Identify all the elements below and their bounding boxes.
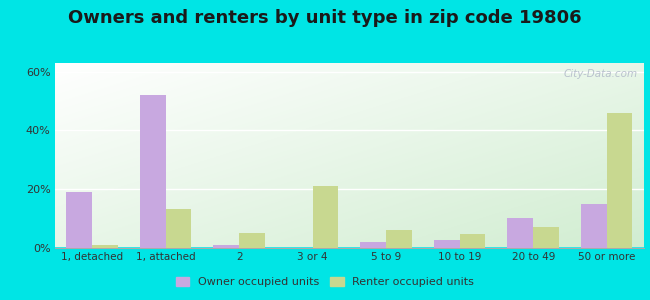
Bar xyxy=(213,244,239,247)
Bar xyxy=(66,192,92,248)
Bar xyxy=(140,95,166,248)
Text: Owners and renters by unit type in zip code 19806: Owners and renters by unit type in zip c… xyxy=(68,9,582,27)
Bar xyxy=(533,227,559,247)
Bar xyxy=(166,209,191,247)
Bar xyxy=(360,242,386,248)
Bar xyxy=(606,113,632,248)
Text: City-Data.com: City-Data.com xyxy=(564,68,638,79)
Legend: Owner occupied units, Renter occupied units: Owner occupied units, Renter occupied un… xyxy=(171,272,479,291)
Bar xyxy=(239,233,265,248)
Bar xyxy=(386,230,412,248)
Bar xyxy=(92,244,118,247)
Bar xyxy=(581,204,606,248)
Bar xyxy=(508,218,533,248)
Bar xyxy=(460,234,486,248)
Bar xyxy=(434,240,460,247)
Bar xyxy=(313,186,339,248)
